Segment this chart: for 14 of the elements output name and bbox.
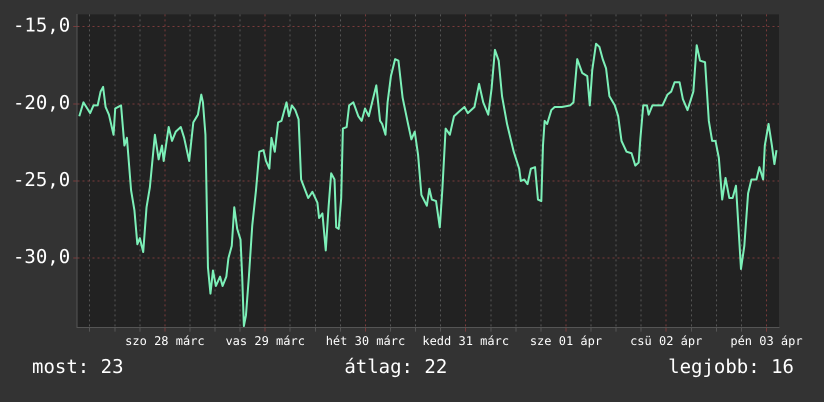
- y-tick-label: -25,0: [12, 168, 70, 191]
- x-tick-label: szo 28 márc: [125, 334, 205, 348]
- x-tick-label: kedd 31 márc: [422, 334, 510, 348]
- text: legjobb: 16: [668, 356, 794, 378]
- text: most: 23: [32, 356, 124, 378]
- x-tick-label: hét 30 márc: [326, 334, 406, 348]
- x-tick-label: sze 01 ápr: [530, 334, 602, 348]
- y-tick-label: -20,0: [12, 92, 70, 114]
- y-tick-label: -30,0: [12, 246, 70, 268]
- x-tick-label: vas 29 márc: [225, 334, 305, 348]
- text: átlag: 22: [344, 356, 448, 378]
- x-tick-label: csü 02 ápr: [630, 334, 702, 348]
- x-tick-label: pén 03 ápr: [730, 334, 803, 348]
- y-tick-label: -15,0: [12, 14, 70, 37]
